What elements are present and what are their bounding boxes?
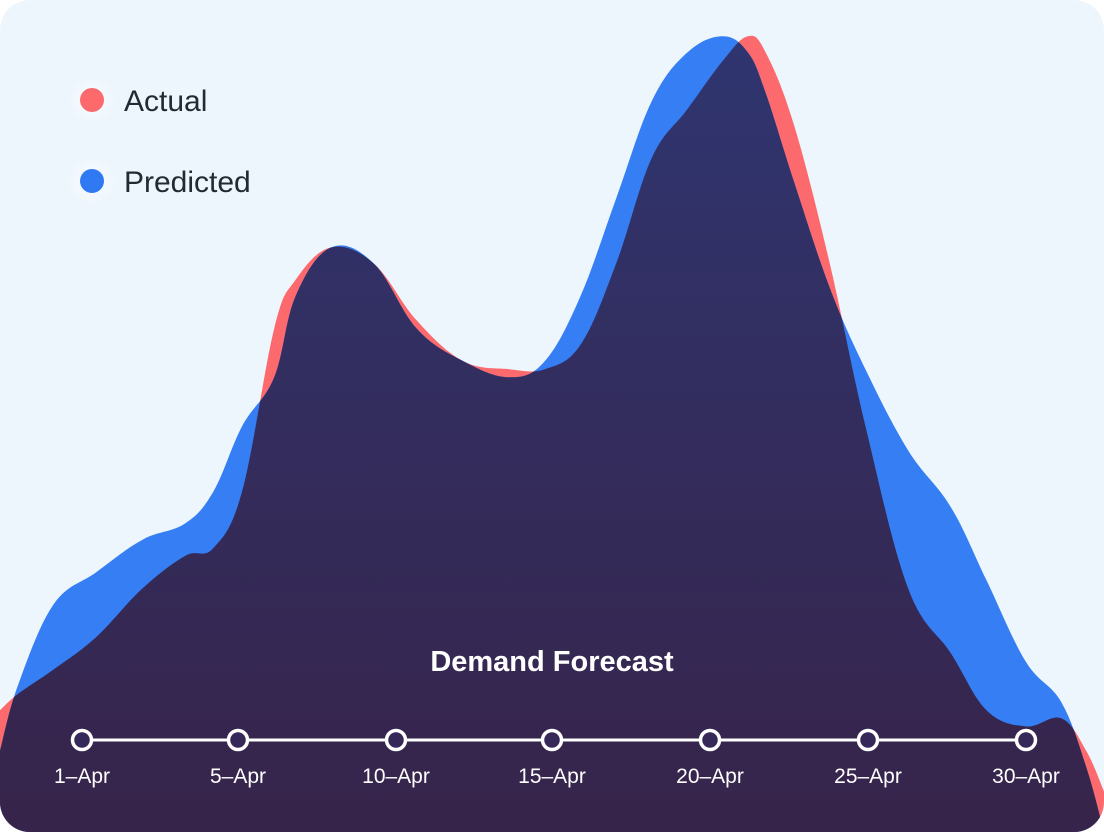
timeline-marker <box>226 728 250 752</box>
x-tick-label: 30–Apr <box>992 765 1060 788</box>
x-tick-label: 5–Apr <box>210 765 266 788</box>
x-tick-label: 1–Apr <box>54 765 110 788</box>
x-tick-label: 25–Apr <box>834 765 902 788</box>
timeline-marker <box>70 728 94 752</box>
x-tick-label: 15–Apr <box>518 765 586 788</box>
x-tick-label: 20–Apr <box>676 765 744 788</box>
legend-actual-label: Actual <box>124 85 207 118</box>
x-tick-label: 10–Apr <box>362 765 430 788</box>
overlap-area <box>0 36 1104 832</box>
timeline-marker <box>1014 728 1038 752</box>
legend: Actual Predicted <box>76 84 251 199</box>
legend-predicted-label: Predicted <box>124 166 251 199</box>
chart-title: Demand Forecast <box>430 646 674 678</box>
legend-actual-dot <box>80 88 104 112</box>
timeline-marker <box>856 728 880 752</box>
timeline-ticks: 1–Apr 5–Apr 10–Apr 15–Apr 20–Apr 25–Apr 30–Apr <box>54 728 1060 788</box>
timeline-marker <box>698 728 722 752</box>
legend-predicted-dot <box>80 169 104 193</box>
timeline-marker <box>540 728 564 752</box>
timeline-marker <box>384 728 408 752</box>
